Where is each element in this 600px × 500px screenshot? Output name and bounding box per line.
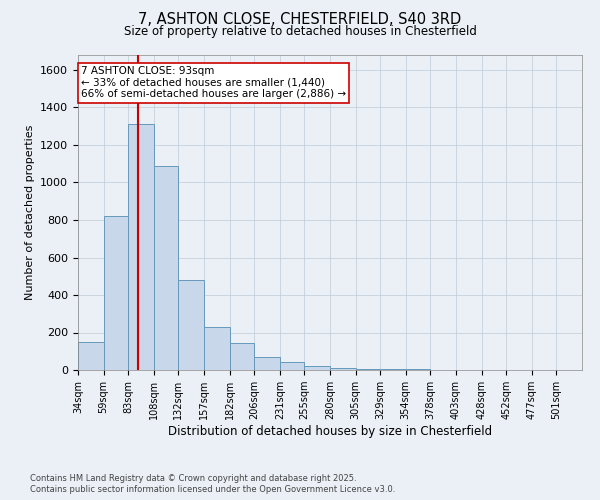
Bar: [104, 216, 128, 370]
Text: 7, ASHTON CLOSE, CHESTERFIELD, S40 3RD: 7, ASHTON CLOSE, CHESTERFIELD, S40 3RD: [139, 12, 461, 28]
Bar: [178, 280, 204, 370]
X-axis label: Distribution of detached houses by size in Chesterfield: Distribution of detached houses by size …: [168, 425, 492, 438]
Bar: [128, 124, 154, 370]
Bar: [304, 366, 330, 370]
Text: Size of property relative to detached houses in Chesterfield: Size of property relative to detached ho…: [124, 25, 476, 38]
Bar: [254, 357, 280, 370]
Bar: [154, 166, 178, 370]
Bar: [356, 368, 380, 370]
Text: Contains HM Land Registry data © Crown copyright and database right 2025.
Contai: Contains HM Land Registry data © Crown c…: [30, 474, 395, 494]
Bar: [380, 369, 406, 370]
Text: 7 ASHTON CLOSE: 93sqm
← 33% of detached houses are smaller (1,440)
66% of semi-d: 7 ASHTON CLOSE: 93sqm ← 33% of detached …: [81, 66, 346, 100]
Bar: [78, 342, 104, 370]
Y-axis label: Number of detached properties: Number of detached properties: [25, 125, 35, 300]
Bar: [330, 368, 356, 370]
Bar: [204, 327, 230, 370]
Bar: [230, 343, 254, 370]
Bar: [280, 362, 304, 370]
